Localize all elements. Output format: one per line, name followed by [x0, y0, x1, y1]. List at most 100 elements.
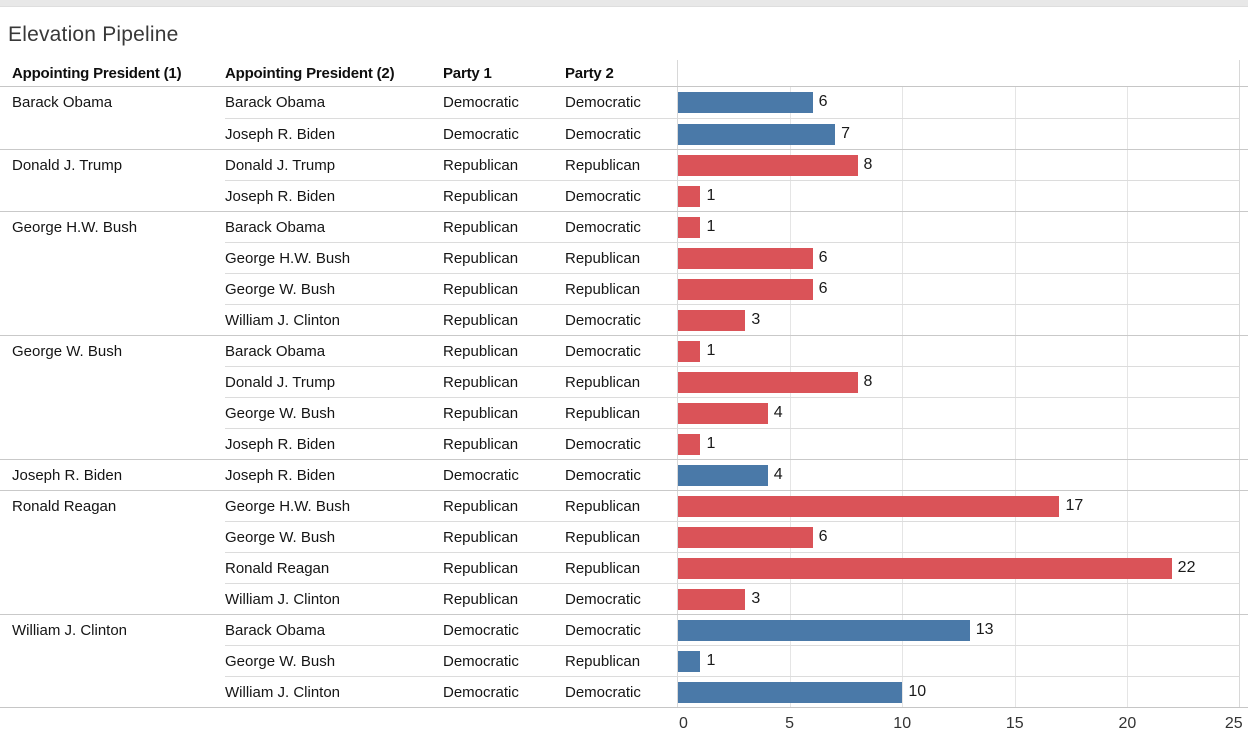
bar-mark[interactable]	[678, 465, 768, 486]
cell-party-1[interactable]: Republican	[443, 180, 565, 211]
cell-appointing-president-1[interactable]: William J. Clinton	[12, 621, 128, 639]
cell-party-2[interactable]: Democratic	[565, 118, 677, 149]
cell-party-2[interactable]: Republican	[565, 552, 677, 583]
bar-mark[interactable]	[678, 279, 813, 300]
cell-appointing-president-2[interactable]: George W. Bush	[225, 645, 443, 676]
x-axis-tick-label: 15	[1005, 715, 1024, 732]
cell-party-1[interactable]: Republican	[443, 273, 565, 304]
bar-mark[interactable]	[678, 434, 701, 455]
cell-party-2[interactable]: Republican	[565, 156, 641, 174]
column-header-appointing-president-1[interactable]: Appointing President (1)	[12, 64, 182, 82]
bar-mark[interactable]	[678, 92, 813, 113]
cell-party-1[interactable]: Democratic	[443, 645, 565, 676]
cell-appointing-president-2[interactable]: Barack Obama	[225, 218, 326, 236]
cell-appointing-president-2[interactable]: Donald J. Trump	[225, 366, 443, 397]
cell-appointing-president-1[interactable]: Ronald Reagan	[12, 497, 117, 515]
column-header-appointing-president-2[interactable]: Appointing President (2)	[225, 64, 395, 82]
cell-appointing-president-2[interactable]: Barack Obama	[225, 621, 326, 639]
cell-party-1[interactable]: Democratic	[443, 466, 519, 484]
bar-value-label: 17	[1065, 497, 1084, 514]
cell-appointing-president-2[interactable]: Joseph R. Biden	[225, 118, 443, 149]
cell-appointing-president-2[interactable]: Barack Obama	[225, 342, 326, 360]
cell-party-1[interactable]: Republican	[443, 366, 565, 397]
cell-party-2[interactable]: Republican	[565, 242, 677, 273]
cell-party-2[interactable]: Democratic	[565, 180, 677, 211]
column-header-party-2[interactable]: Party 2	[565, 64, 614, 82]
gridline	[902, 429, 904, 459]
cell-party-2[interactable]: Democratic	[565, 466, 641, 484]
bar-mark[interactable]	[678, 341, 701, 362]
cell-appointing-president-2[interactable]: Joseph R. Biden	[225, 180, 443, 211]
cell-appointing-president-1[interactable]: Joseph R. Biden	[12, 466, 123, 484]
cell-party-1[interactable]: Republican	[443, 218, 519, 236]
gridline	[902, 150, 904, 180]
column-header-party-1[interactable]: Party 1	[443, 64, 492, 82]
cell-party-1[interactable]: Republican	[443, 156, 519, 174]
cell-party-1[interactable]: Republican	[443, 497, 519, 515]
cell-party-1[interactable]: Democratic	[443, 676, 565, 707]
cell-appointing-president-2[interactable]: Joseph R. Biden	[225, 466, 336, 484]
bar-mark[interactable]	[678, 248, 813, 269]
cell-party-2[interactable]: Democratic	[565, 304, 677, 335]
cell-appointing-president-2[interactable]: Joseph R. Biden	[225, 428, 443, 459]
cell-appointing-president-2[interactable]: George H.W. Bush	[225, 497, 351, 515]
cell-party-1[interactable]: Republican	[443, 304, 565, 335]
cell-appointing-president-2[interactable]: George H.W. Bush	[225, 242, 443, 273]
cell-party-2[interactable]: Republican	[565, 497, 641, 515]
bar-mark[interactable]	[678, 403, 768, 424]
cell-party-1[interactable]: Republican	[443, 397, 565, 428]
cell-party-1[interactable]: Republican	[443, 428, 565, 459]
gridline	[1014, 87, 1016, 118]
bar-mark[interactable]	[678, 155, 858, 176]
table-rows: Barack Obama Barack Obama Democratic Democr…	[0, 87, 1248, 707]
cell-party-1[interactable]: Republican	[443, 342, 519, 360]
bar-mark[interactable]	[678, 589, 746, 610]
cell-party-2[interactable]: Democratic	[565, 428, 677, 459]
cell-party-2[interactable]: Republican	[565, 521, 677, 552]
bar-mark[interactable]	[678, 186, 701, 207]
cell-party-1[interactable]: Democratic	[443, 621, 519, 639]
cell-party-1[interactable]: Republican	[443, 521, 565, 552]
bar-mark[interactable]	[678, 558, 1172, 579]
bar-value-label: 22	[1177, 559, 1196, 576]
cell-appointing-president-2[interactable]: Ronald Reagan	[225, 552, 443, 583]
bar-value-label: 7	[841, 125, 850, 142]
cell-party-1[interactable]: Republican	[443, 552, 565, 583]
cell-appointing-president-1[interactable]: Donald J. Trump	[12, 156, 123, 174]
cell-party-1[interactable]: Democratic	[443, 118, 565, 149]
cell-party-1[interactable]: Republican	[443, 242, 565, 273]
bar-mark[interactable]	[678, 310, 746, 331]
bar-mark[interactable]	[678, 217, 701, 238]
cell-party-1[interactable]: Republican	[443, 583, 565, 614]
cell-appointing-president-2[interactable]: William J. Clinton	[225, 676, 443, 707]
cell-party-2[interactable]: Democratic	[565, 94, 641, 111]
cell-appointing-president-2[interactable]: William J. Clinton	[225, 304, 443, 335]
bar-mark[interactable]	[678, 372, 858, 393]
bar-mark[interactable]	[678, 651, 701, 672]
cell-party-2[interactable]: Democratic	[565, 676, 677, 707]
cell-party-2[interactable]: Republican	[565, 273, 677, 304]
cell-appointing-president-2[interactable]: William J. Clinton	[225, 583, 443, 614]
cell-party-2[interactable]: Republican	[565, 366, 677, 397]
cell-appointing-president-1[interactable]: Barack Obama	[12, 94, 113, 111]
cell-appointing-president-2[interactable]: George W. Bush	[225, 521, 443, 552]
cell-party-2[interactable]: Democratic	[565, 342, 641, 360]
cell-appointing-president-2[interactable]: Barack Obama	[225, 94, 326, 111]
cell-appointing-president-2[interactable]: George W. Bush	[225, 273, 443, 304]
gridline	[790, 181, 792, 211]
cell-party-2[interactable]: Democratic	[565, 621, 641, 639]
cell-party-2[interactable]: Republican	[565, 645, 677, 676]
cell-appointing-president-2[interactable]: George W. Bush	[225, 397, 443, 428]
bar-mark[interactable]	[678, 527, 813, 548]
bar-mark[interactable]	[678, 682, 903, 703]
cell-appointing-president-2[interactable]: Donald J. Trump	[225, 156, 336, 174]
cell-appointing-president-1[interactable]: George W. Bush	[12, 342, 123, 360]
bar-mark[interactable]	[678, 496, 1060, 517]
cell-appointing-president-1[interactable]: George H.W. Bush	[12, 218, 138, 236]
bar-mark[interactable]	[678, 620, 970, 641]
cell-party-1[interactable]: Democratic	[443, 94, 519, 111]
bar-mark[interactable]	[678, 124, 836, 145]
cell-party-2[interactable]: Democratic	[565, 583, 677, 614]
cell-party-2[interactable]: Democratic	[565, 218, 641, 236]
cell-party-2[interactable]: Republican	[565, 397, 677, 428]
